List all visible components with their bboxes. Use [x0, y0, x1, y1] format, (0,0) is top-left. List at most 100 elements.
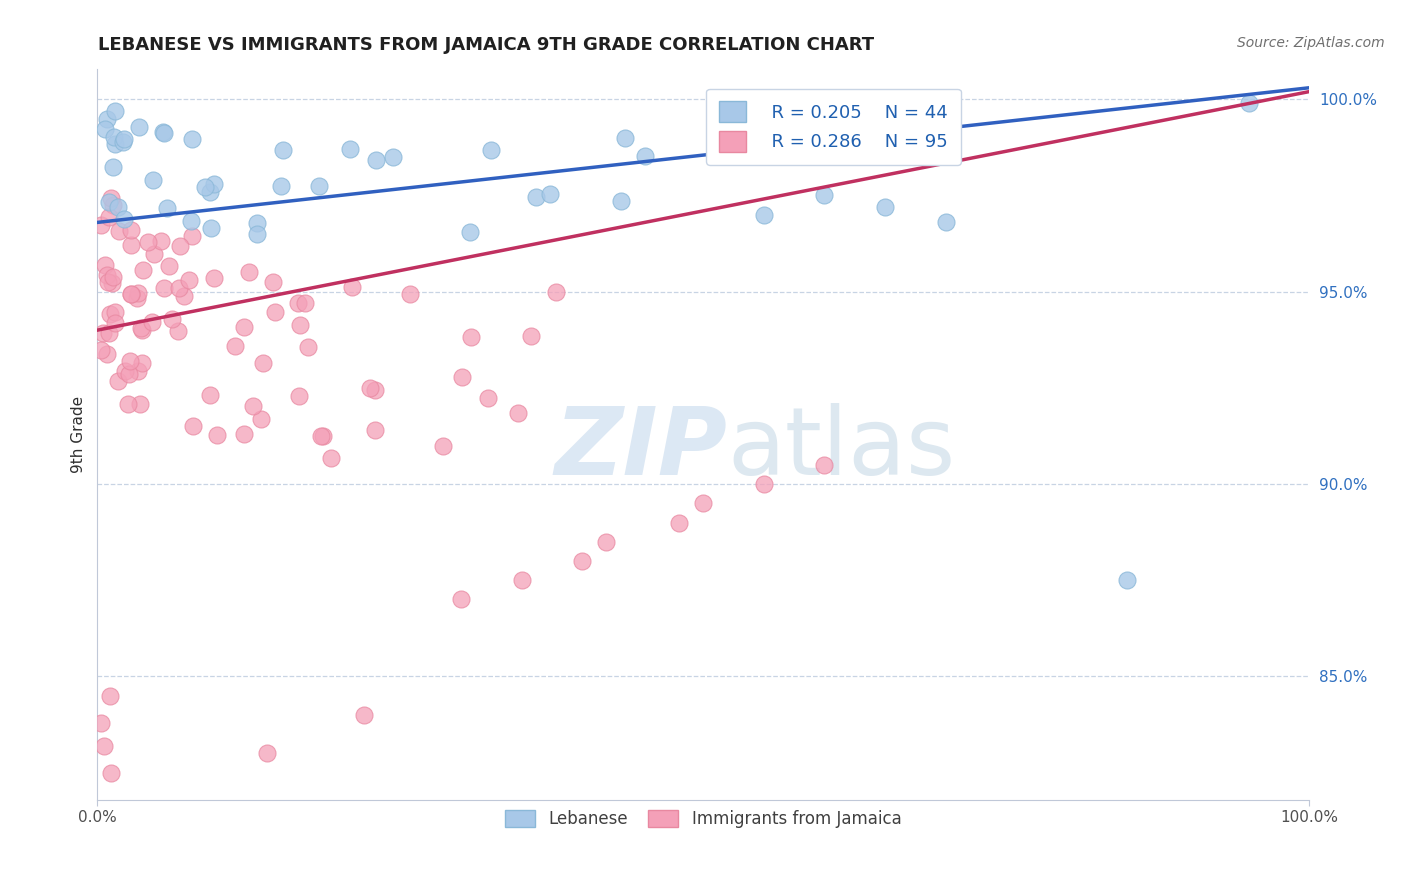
- Point: [156, 201, 179, 215]
- Point: [399, 286, 422, 301]
- Point: [312, 428, 335, 442]
- Point: [477, 392, 499, 406]
- Point: [104, 136, 127, 151]
- Point: [101, 160, 124, 174]
- Point: [200, 220, 222, 235]
- Point: [205, 428, 228, 442]
- Point: [180, 214, 202, 228]
- Point: [120, 237, 142, 252]
- Point: [114, 132, 136, 146]
- Point: [112, 136, 135, 150]
- Point: [526, 190, 548, 204]
- Point: [309, 429, 332, 443]
- Point: [232, 320, 254, 334]
- Point: [157, 260, 180, 274]
- Point: [96, 112, 118, 126]
- Point: [96, 347, 118, 361]
- Point: [364, 423, 387, 437]
- Point: [319, 451, 342, 466]
- Point: [233, 426, 256, 441]
- Point: [264, 305, 287, 319]
- Point: [546, 285, 568, 299]
- Text: ZIP: ZIP: [554, 402, 727, 495]
- Point: [273, 143, 295, 157]
- Point: [177, 273, 200, 287]
- Point: [167, 281, 190, 295]
- Point: [104, 305, 127, 319]
- Point: [288, 388, 311, 402]
- Point: [132, 262, 155, 277]
- Text: Source: ZipAtlas.com: Source: ZipAtlas.com: [1237, 36, 1385, 50]
- Point: [249, 412, 271, 426]
- Point: [152, 280, 174, 294]
- Point: [120, 223, 142, 237]
- Point: [107, 201, 129, 215]
- Point: [308, 178, 330, 193]
- Point: [450, 370, 472, 384]
- Point: [353, 707, 375, 722]
- Point: [180, 229, 202, 244]
- Point: [103, 130, 125, 145]
- Point: [107, 374, 129, 388]
- Point: [613, 131, 636, 145]
- Point: [270, 178, 292, 193]
- Point: [128, 120, 150, 134]
- Point: [633, 149, 655, 163]
- Point: [510, 573, 533, 587]
- Point: [202, 271, 225, 285]
- Point: [752, 477, 775, 491]
- Point: [692, 496, 714, 510]
- Point: [141, 316, 163, 330]
- Point: [238, 265, 260, 279]
- Point: [246, 227, 269, 241]
- Point: [90, 218, 112, 232]
- Point: [120, 287, 142, 301]
- Point: [458, 226, 481, 240]
- Point: [242, 399, 264, 413]
- Point: [339, 142, 361, 156]
- Point: [104, 104, 127, 119]
- Point: [200, 388, 222, 402]
- Point: [97, 194, 120, 209]
- Point: [131, 323, 153, 337]
- Point: [364, 153, 387, 167]
- Point: [108, 224, 131, 238]
- Point: [98, 307, 121, 321]
- Point: [288, 318, 311, 332]
- Point: [136, 235, 159, 249]
- Point: [538, 186, 561, 201]
- Point: [127, 286, 149, 301]
- Point: [94, 258, 117, 272]
- Point: [149, 235, 172, 249]
- Point: [90, 343, 112, 358]
- Point: [127, 291, 149, 305]
- Point: [167, 324, 190, 338]
- Point: [194, 179, 217, 194]
- Point: [153, 126, 176, 140]
- Point: [129, 321, 152, 335]
- Point: [100, 765, 122, 780]
- Point: [180, 132, 202, 146]
- Point: [294, 296, 316, 310]
- Point: [118, 367, 141, 381]
- Y-axis label: 9th Grade: 9th Grade: [72, 395, 86, 473]
- Point: [813, 458, 835, 472]
- Point: [152, 125, 174, 139]
- Point: [101, 277, 124, 291]
- Point: [256, 747, 278, 761]
- Point: [142, 173, 165, 187]
- Point: [873, 200, 896, 214]
- Point: [90, 715, 112, 730]
- Legend: Lebanese, Immigrants from Jamaica: Lebanese, Immigrants from Jamaica: [499, 804, 908, 835]
- Point: [97, 326, 120, 340]
- Point: [198, 185, 221, 199]
- Point: [508, 406, 530, 420]
- Point: [935, 215, 957, 229]
- Point: [520, 329, 543, 343]
- Point: [101, 269, 124, 284]
- Point: [120, 354, 142, 368]
- Point: [100, 191, 122, 205]
- Point: [120, 286, 142, 301]
- Point: [96, 268, 118, 283]
- Point: [112, 212, 135, 227]
